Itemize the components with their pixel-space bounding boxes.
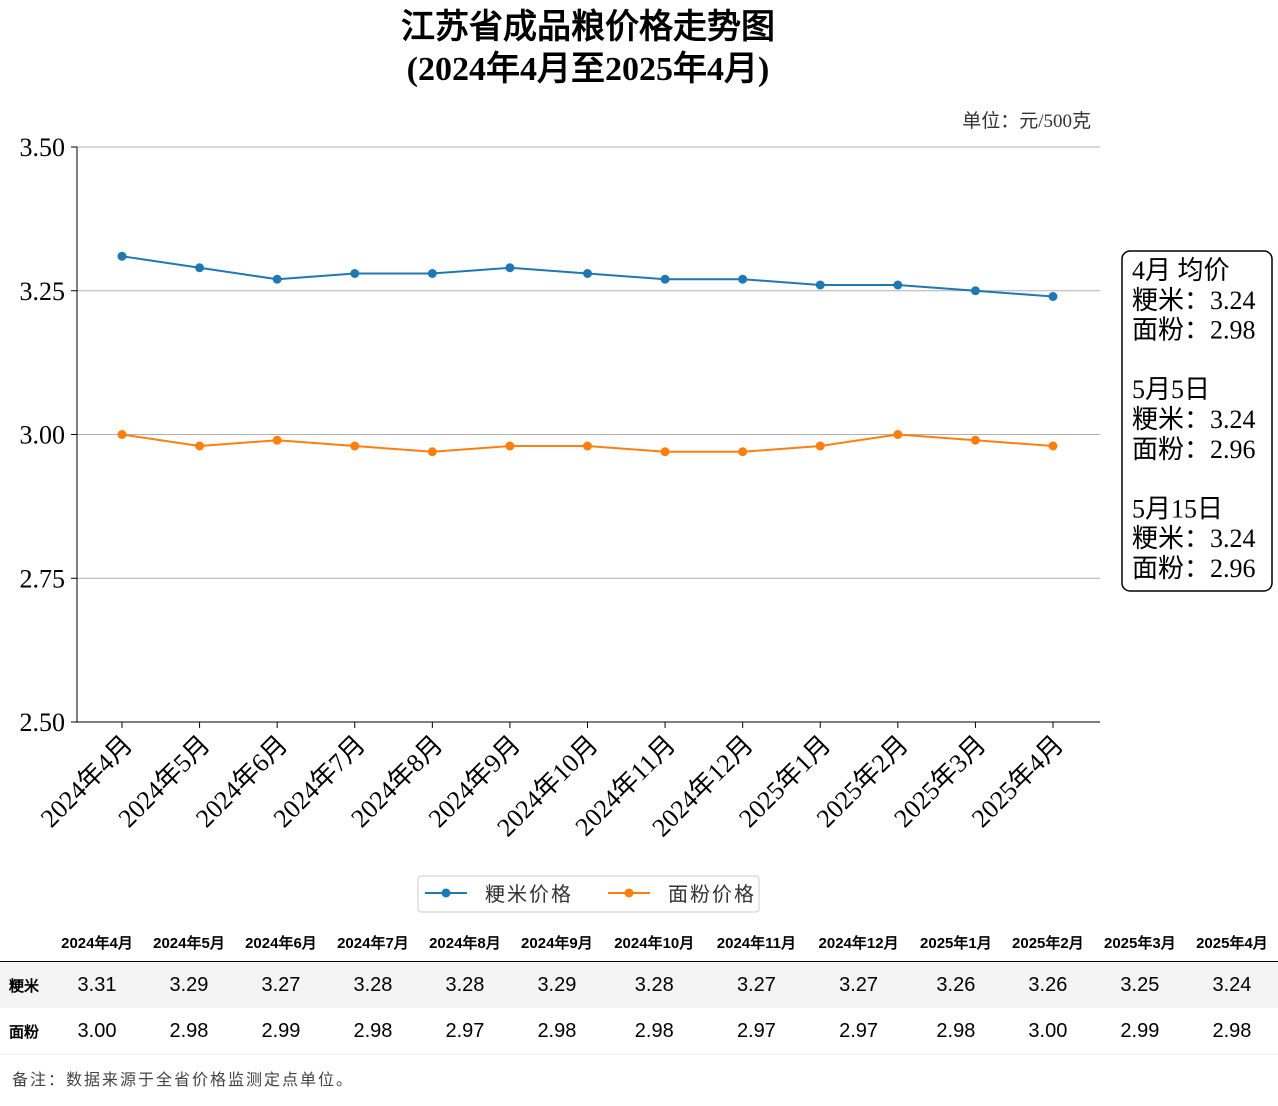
corner-cell — [0, 924, 51, 962]
data-point — [660, 274, 670, 284]
data-point — [427, 269, 437, 278]
annotation-line: 4月 均价 — [1132, 256, 1230, 285]
data-point — [738, 274, 748, 284]
annotation-line: 面粉：2.96 — [1132, 554, 1256, 583]
column-header: 2024年8月 — [418, 924, 511, 962]
data-point — [893, 430, 903, 439]
table-cell: 2.98 — [1185, 1008, 1278, 1055]
annotation-line: 粳米：3.24 — [1132, 524, 1256, 553]
source-note: 备注：数据来源于全省价格监测定点单位。 — [12, 1070, 355, 1089]
table-cell: 3.28 — [418, 961, 511, 1008]
chart-title: 江苏省成品粮价格走势图 — [401, 8, 775, 46]
data-point — [815, 280, 825, 290]
table-row: 粳米 3.31 3.29 3.27 3.28 3.28 3.29 3.28 3.27 3.27 3.… — [0, 961, 1278, 1008]
data-point — [970, 435, 980, 445]
data-point — [195, 263, 205, 273]
table-cell: 3.00 — [1001, 1008, 1094, 1055]
table-cell: 2.99 — [234, 1008, 327, 1055]
table-cell: 3.25 — [1093, 961, 1186, 1008]
table-cell: 3.27 — [705, 961, 808, 1008]
table-cell: 2.98 — [909, 1008, 1002, 1055]
row-label: 粳米 — [0, 961, 51, 1008]
data-point — [1048, 441, 1058, 451]
y-tick-label: 3.00 — [20, 421, 66, 450]
column-header: 2025年4月 — [1185, 924, 1278, 962]
column-header: 2025年3月 — [1093, 924, 1186, 962]
data-point — [272, 435, 282, 445]
column-header: 2024年12月 — [807, 924, 910, 962]
column-header: 2024年9月 — [510, 924, 603, 962]
legend-label: 粳米价格 — [485, 883, 573, 906]
legend-marker — [441, 888, 451, 898]
annotation-box — [1121, 250, 1273, 592]
table-cell: 3.29 — [510, 961, 603, 1008]
data-point — [272, 274, 282, 284]
data-point — [583, 269, 592, 278]
column-header: 2025年2月 — [1001, 924, 1094, 962]
data-point — [1048, 292, 1058, 301]
table-cell: 3.29 — [142, 961, 235, 1008]
table-cell: 3.27 — [234, 961, 327, 1008]
column-header: 2024年4月 — [51, 924, 143, 962]
data-table: 2024年4月 2024年5月 2024年6月 2024年7月 2024年8月 2024年… — [0, 924, 1278, 1055]
y-tick-label: 2.50 — [20, 708, 66, 737]
table-cell: 2.99 — [1093, 1008, 1186, 1055]
y-tick-label: 2.75 — [20, 564, 66, 593]
table-cell: 2.97 — [705, 1008, 808, 1055]
data-point — [195, 441, 205, 451]
legend-label: 面粉价格 — [668, 883, 756, 906]
annotation-line: 粳米：3.24 — [1132, 405, 1256, 434]
table-cell: 3.27 — [807, 961, 910, 1008]
column-header: 2024年6月 — [234, 924, 327, 962]
legend-marker — [624, 888, 634, 898]
column-header: 2024年7月 — [326, 924, 419, 962]
table-cell: 2.98 — [510, 1008, 603, 1055]
table-cell: 3.28 — [602, 961, 706, 1008]
table-cell: 3.00 — [51, 1008, 143, 1055]
table-cell: 2.98 — [326, 1008, 419, 1055]
data-point — [505, 263, 515, 273]
annotation-line: 粳米：3.24 — [1132, 286, 1256, 315]
chart-subtitle: (2024年4月至2025年4月) — [407, 50, 770, 88]
column-header: 2025年1月 — [909, 924, 1002, 962]
data-point — [427, 447, 437, 457]
data-point — [117, 251, 127, 261]
y-tick-label: 3.25 — [20, 277, 66, 306]
data-point — [350, 441, 360, 451]
table-cell: 2.97 — [418, 1008, 511, 1055]
legend-box — [417, 875, 760, 913]
data-point — [660, 447, 670, 457]
data-point — [970, 286, 980, 296]
table-cell: 2.98 — [602, 1008, 706, 1055]
table-cell: 3.28 — [326, 961, 419, 1008]
table-cell: 3.26 — [909, 961, 1002, 1008]
data-point — [583, 441, 592, 451]
annotation-line: 面粉：2.98 — [1132, 316, 1256, 345]
annotation-line: 5月5日 — [1132, 375, 1210, 404]
table-cell: 3.24 — [1185, 961, 1278, 1008]
table-row: 面粉 3.00 2.98 2.99 2.98 2.97 2.98 2.98 2.97 2.97 2.… — [0, 1008, 1278, 1055]
price-trend-chart: 江苏省成品粮价格走势图 (2024年4月至2025年4月) 单位：元/500克 2.5… — [20, 8, 1273, 913]
table-cell: 3.31 — [51, 961, 143, 1008]
column-header: 2024年5月 — [142, 924, 235, 962]
data-point — [350, 269, 360, 278]
unit-label: 单位：元/500克 — [962, 110, 1091, 132]
column-header: 2024年11月 — [705, 924, 808, 962]
table-cell: 2.98 — [142, 1008, 235, 1055]
data-point — [738, 447, 748, 457]
data-point — [117, 430, 127, 439]
data-point — [815, 441, 825, 451]
data-point — [893, 280, 903, 290]
table-cell: 3.26 — [1001, 961, 1094, 1008]
row-label: 面粉 — [0, 1008, 51, 1055]
y-tick-label: 3.50 — [20, 133, 66, 162]
table-cell: 2.97 — [807, 1008, 910, 1055]
column-header: 2024年10月 — [602, 924, 706, 962]
annotation-line: 5月15日 — [1132, 494, 1223, 523]
data-point — [505, 441, 515, 451]
annotation-line: 面粉：2.96 — [1132, 435, 1256, 464]
